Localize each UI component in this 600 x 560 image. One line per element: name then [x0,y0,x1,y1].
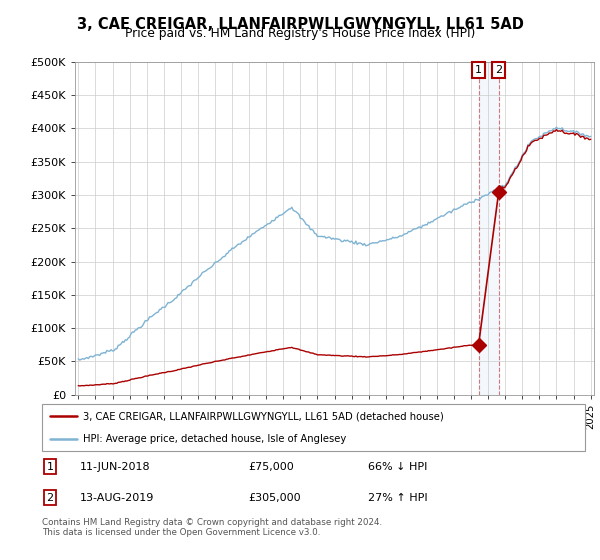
Text: HPI: Average price, detached house, Isle of Anglesey: HPI: Average price, detached house, Isle… [83,433,346,444]
Text: Price paid vs. HM Land Registry's House Price Index (HPI): Price paid vs. HM Land Registry's House … [125,27,475,40]
Text: Contains HM Land Registry data © Crown copyright and database right 2024.
This d: Contains HM Land Registry data © Crown c… [42,518,382,538]
Text: 3, CAE CREIGAR, LLANFAIRPWLLGWYNGYLL, LL61 5AD (detached house): 3, CAE CREIGAR, LLANFAIRPWLLGWYNGYLL, LL… [83,412,443,422]
Text: 11-JUN-2018: 11-JUN-2018 [80,461,151,472]
Text: 3, CAE CREIGAR, LLANFAIRPWLLGWYNGYLL, LL61 5AD: 3, CAE CREIGAR, LLANFAIRPWLLGWYNGYLL, LL… [77,17,523,32]
Bar [479,62,499,395]
Text: £305,000: £305,000 [248,493,301,503]
Text: 1: 1 [475,66,482,75]
Text: £75,000: £75,000 [248,461,294,472]
Text: 1: 1 [46,461,53,472]
Text: 27% ↑ HPI: 27% ↑ HPI [368,493,427,503]
Text: 13-AUG-2019: 13-AUG-2019 [80,493,154,503]
Text: 2: 2 [495,66,502,75]
Text: 2: 2 [46,493,53,503]
Text: 66% ↓ HPI: 66% ↓ HPI [368,461,427,472]
FancyBboxPatch shape [42,404,585,451]
